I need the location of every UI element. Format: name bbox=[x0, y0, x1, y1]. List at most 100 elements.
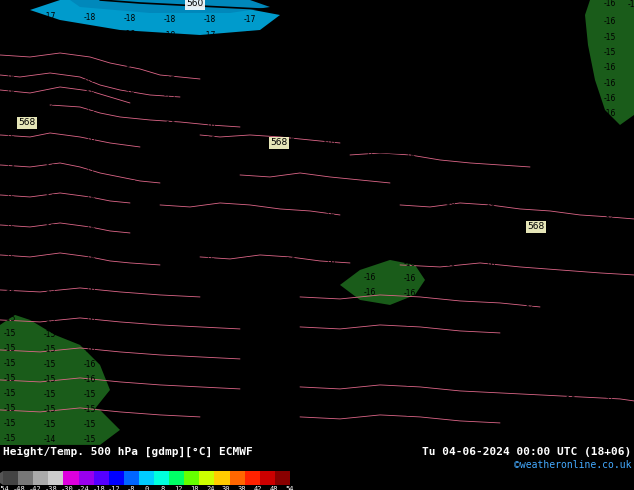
Text: -16: -16 bbox=[324, 303, 336, 313]
Text: -16: -16 bbox=[324, 258, 336, 268]
Text: -16: -16 bbox=[564, 125, 576, 134]
Text: -16: -16 bbox=[524, 140, 536, 148]
Text: -30: -30 bbox=[60, 486, 73, 490]
Text: -17: -17 bbox=[244, 31, 256, 41]
Text: -16: -16 bbox=[244, 288, 256, 296]
Text: -16: -16 bbox=[324, 48, 336, 56]
Text: 568: 568 bbox=[270, 139, 287, 147]
Text: -16: -16 bbox=[524, 411, 536, 419]
Text: -16: -16 bbox=[4, 90, 16, 98]
Text: -16: -16 bbox=[484, 336, 496, 344]
Text: -16: -16 bbox=[604, 0, 616, 8]
Text: -16: -16 bbox=[44, 195, 56, 203]
Text: -16: -16 bbox=[564, 426, 576, 436]
Text: -16: -16 bbox=[164, 392, 176, 400]
Text: -16: -16 bbox=[284, 288, 296, 296]
Text: -16: -16 bbox=[364, 32, 376, 42]
Text: -17: -17 bbox=[44, 13, 56, 22]
Text: -16: -16 bbox=[404, 365, 416, 373]
Text: -15: -15 bbox=[564, 49, 576, 57]
Text: -16: -16 bbox=[284, 363, 296, 371]
Text: -16: -16 bbox=[204, 226, 216, 236]
Text: -16: -16 bbox=[444, 424, 456, 434]
Bar bbox=[18, 471, 33, 485]
Text: -16: -16 bbox=[244, 106, 256, 116]
Text: 12: 12 bbox=[174, 486, 183, 490]
Text: -18: -18 bbox=[124, 15, 136, 24]
Text: -16: -16 bbox=[204, 122, 216, 130]
Text: -16: -16 bbox=[324, 106, 336, 116]
Text: -16: -16 bbox=[524, 366, 536, 374]
Text: -16: -16 bbox=[284, 257, 296, 267]
Text: -16: -16 bbox=[364, 228, 376, 238]
Text: -16: -16 bbox=[244, 407, 256, 416]
Text: -16: -16 bbox=[164, 437, 176, 445]
Text: -16: -16 bbox=[284, 106, 296, 116]
Text: -15: -15 bbox=[4, 390, 16, 398]
Bar bbox=[79, 471, 94, 485]
Text: -16: -16 bbox=[284, 438, 296, 446]
Text: -16: -16 bbox=[484, 380, 496, 390]
Text: -17: -17 bbox=[84, 46, 96, 54]
Text: -15: -15 bbox=[4, 195, 16, 203]
Bar bbox=[33, 471, 48, 485]
Text: -15: -15 bbox=[4, 315, 16, 323]
Text: -18: -18 bbox=[124, 150, 136, 159]
Text: -16: -16 bbox=[524, 441, 536, 449]
Text: -15: -15 bbox=[164, 92, 176, 100]
Text: -16: -16 bbox=[364, 61, 376, 71]
Text: -16: -16 bbox=[404, 214, 416, 222]
Text: -16: -16 bbox=[124, 375, 136, 385]
Text: -15: -15 bbox=[84, 105, 96, 115]
Text: -16: -16 bbox=[364, 364, 376, 372]
Text: -16: -16 bbox=[364, 93, 376, 101]
Text: -16: -16 bbox=[204, 331, 216, 341]
Text: -17: -17 bbox=[84, 60, 96, 70]
Polygon shape bbox=[30, 0, 280, 35]
Text: 568: 568 bbox=[18, 119, 36, 127]
Text: 568: 568 bbox=[527, 222, 544, 231]
Text: -16: -16 bbox=[124, 420, 136, 429]
Text: -16: -16 bbox=[524, 395, 536, 404]
Text: -17: -17 bbox=[604, 368, 616, 376]
Text: -16: -16 bbox=[284, 122, 296, 131]
Text: -15: -15 bbox=[44, 330, 56, 340]
Text: -16: -16 bbox=[84, 375, 96, 385]
Text: -15: -15 bbox=[604, 49, 616, 57]
Text: -16: -16 bbox=[204, 212, 216, 220]
Text: -16: -16 bbox=[604, 109, 616, 119]
Text: -54: -54 bbox=[0, 486, 10, 490]
Text: -16: -16 bbox=[524, 380, 536, 390]
Text: -17: -17 bbox=[449, 0, 461, 8]
Text: -15: -15 bbox=[84, 405, 96, 415]
Text: -17: -17 bbox=[604, 427, 616, 437]
Text: -15: -15 bbox=[4, 254, 16, 264]
Text: -16: -16 bbox=[484, 184, 496, 194]
Text: -17: -17 bbox=[409, 0, 421, 8]
Text: -15: -15 bbox=[364, 138, 376, 147]
Text: -16: -16 bbox=[444, 290, 456, 298]
Text: 48: 48 bbox=[270, 486, 278, 490]
Text: -16: -16 bbox=[564, 292, 576, 300]
Text: -16: -16 bbox=[124, 391, 136, 399]
Text: -15: -15 bbox=[44, 286, 56, 294]
Text: -16: -16 bbox=[244, 92, 256, 100]
Text: -15: -15 bbox=[164, 105, 176, 115]
Text: -17: -17 bbox=[324, 17, 336, 25]
Text: -16: -16 bbox=[324, 348, 336, 357]
Text: -16: -16 bbox=[489, 0, 501, 8]
Text: -16: -16 bbox=[244, 213, 256, 221]
Text: -16: -16 bbox=[484, 395, 496, 404]
Text: -16: -16 bbox=[284, 197, 296, 206]
Text: -16: -16 bbox=[44, 74, 56, 83]
Text: -16: -16 bbox=[529, 0, 541, 8]
Text: -16: -16 bbox=[444, 123, 456, 132]
Text: -16: -16 bbox=[564, 351, 576, 361]
Text: -18: -18 bbox=[93, 486, 105, 490]
Text: -17: -17 bbox=[164, 47, 176, 55]
Text: -16: -16 bbox=[284, 227, 296, 237]
Text: -12: -12 bbox=[108, 486, 121, 490]
Text: -16: -16 bbox=[44, 120, 56, 128]
Text: -16: -16 bbox=[484, 199, 496, 208]
Text: -16: -16 bbox=[164, 135, 176, 145]
